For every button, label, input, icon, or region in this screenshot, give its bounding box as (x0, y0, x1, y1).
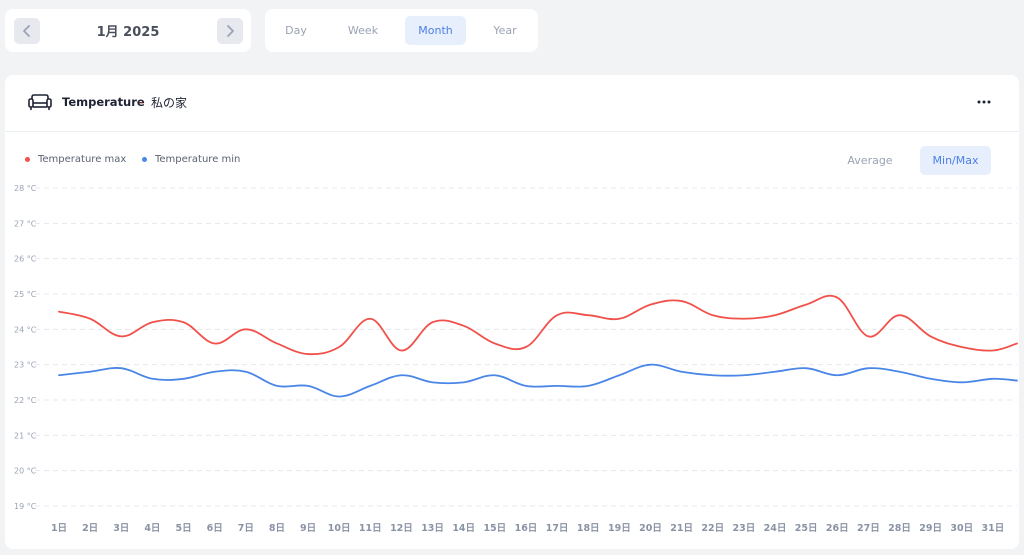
x-tick-label: 4日 (144, 523, 160, 534)
x-tick-label: 14日 (452, 523, 475, 534)
more-menu-button[interactable] (974, 94, 994, 110)
x-tick-label: 31日 (982, 523, 1005, 534)
current-month-label: 1月 2025 (96, 25, 160, 40)
x-tick-label: 1日 (51, 523, 67, 534)
tab-week[interactable]: Week (347, 24, 379, 37)
y-tick-label: 22 °C (14, 396, 37, 405)
y-tick-label: 25 °C (14, 290, 37, 299)
legend-item-max[interactable]: Temperature max (25, 154, 126, 165)
x-tick-label: 15日 (483, 523, 506, 534)
x-tick-label: 30日 (950, 523, 973, 534)
x-tick-label: 10日 (328, 523, 351, 534)
x-tick-label: 6日 (207, 523, 223, 534)
title-separator: - (139, 95, 144, 109)
x-tick-label: 29日 (919, 523, 942, 534)
x-tick-label: 9日 (300, 523, 316, 534)
x-tick-label: 12日 (390, 523, 413, 534)
x-tick-label: 5日 (175, 523, 191, 534)
temperature-chart: 28 °C 27 °C 26 °C 25 °C 24 °C 23 °C 22 °C 21 °C… (14, 184, 1018, 534)
y-tick-label: 20 °C (14, 467, 37, 476)
period-tabs: Day Week Month Year (265, 9, 538, 52)
legend-dot-min (142, 157, 147, 162)
x-tick-label: 21日 (670, 523, 693, 534)
y-tick-label: 28 °C (14, 184, 37, 193)
x-tick-label: 27日 (857, 523, 880, 534)
x-tick-label: 16日 (515, 523, 538, 534)
y-tick-label: 21 °C (14, 431, 37, 440)
legend-dot-max (25, 157, 30, 162)
x-tick-label: 18日 (577, 523, 600, 534)
next-month-button[interactable] (217, 18, 243, 44)
x-tick-label: 22日 (701, 523, 724, 534)
average-mode-button[interactable]: Average (847, 154, 893, 167)
x-tick-label: 25日 (795, 523, 818, 534)
y-tick-label: 23 °C (14, 361, 37, 370)
top-bar: 1月 2025 Day Week Month Year (0, 0, 1024, 60)
x-tick-label: 2日 (82, 523, 98, 534)
x-tick-label: 8日 (269, 523, 285, 534)
x-tick-label: 28日 (888, 523, 911, 534)
x-tick-label: 19日 (608, 523, 631, 534)
x-tick-label: 7日 (238, 523, 254, 534)
x-tick-label: 17日 (546, 523, 569, 534)
legend-label-min: Temperature min (155, 154, 241, 165)
y-tick-label: 19 °C (14, 502, 37, 511)
series-line-temperature-min (58, 363, 1018, 398)
x-tick-label: 24日 (764, 523, 787, 534)
minmax-mode-button[interactable]: Min/Max (920, 146, 991, 175)
legend-label-max: Temperature max (38, 154, 127, 165)
sofa-icon (28, 94, 52, 110)
chevron-right-icon (227, 25, 234, 37)
card-title: Temperature (62, 95, 145, 109)
chevron-left-icon (23, 25, 30, 37)
x-tick-label: 23日 (732, 523, 755, 534)
series-line-temperature-max (58, 294, 1018, 356)
tab-year[interactable]: Year (493, 24, 517, 37)
card-header: Temperature - 私の家 (5, 75, 1019, 132)
x-tick-label: 20日 (639, 523, 662, 534)
y-tick-label: 24 °C (14, 325, 37, 334)
temperature-card: Temperature - 私の家 Temperature max Temper… (5, 75, 1019, 549)
tab-month[interactable]: Month (405, 16, 466, 45)
more-icon (977, 100, 991, 104)
card-subtitle: 私の家 (151, 96, 188, 110)
date-navigator: 1月 2025 (5, 9, 251, 52)
prev-month-button[interactable] (14, 18, 40, 44)
y-tick-label: 27 °C (14, 219, 37, 228)
y-tick-label: 26 °C (14, 255, 37, 264)
legend-item-min[interactable]: Temperature min (142, 154, 240, 165)
tab-day[interactable]: Day (285, 24, 307, 37)
x-tick-label: 26日 (826, 523, 849, 534)
x-tick-label: 11日 (359, 523, 382, 534)
x-tick-label: 3日 (113, 523, 129, 534)
x-tick-label: 13日 (421, 523, 444, 534)
